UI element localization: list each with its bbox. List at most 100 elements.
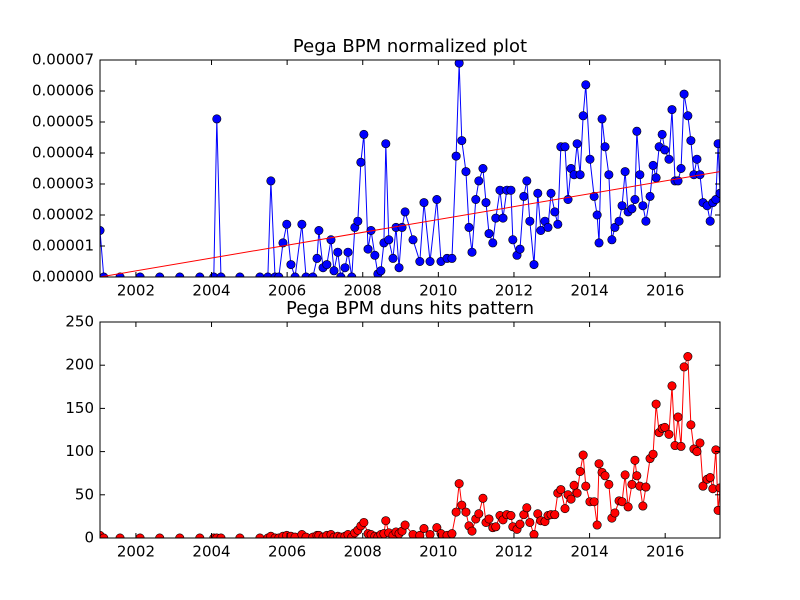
point — [522, 176, 532, 186]
point — [529, 260, 539, 270]
point — [550, 510, 560, 520]
point — [614, 216, 624, 226]
point — [620, 167, 630, 177]
x-tick-label: 2014 — [570, 543, 608, 561]
axes-border — [99, 321, 721, 539]
point — [641, 482, 651, 492]
point — [474, 509, 484, 519]
point — [340, 263, 350, 273]
point — [610, 508, 620, 518]
x-tick-label: 2014 — [570, 282, 608, 300]
point — [713, 139, 720, 149]
point — [388, 253, 398, 263]
point — [425, 530, 435, 538]
point — [415, 530, 425, 538]
point — [282, 219, 292, 229]
point — [400, 207, 410, 217]
point — [451, 507, 461, 517]
point — [635, 170, 645, 180]
point — [312, 253, 322, 263]
point — [343, 247, 353, 257]
point — [461, 507, 471, 517]
point — [356, 157, 366, 167]
x-tick-label: 2016 — [646, 543, 684, 561]
point — [667, 381, 677, 391]
trend-line — [100, 171, 720, 277]
x-tick-label: 2016 — [646, 282, 684, 300]
point — [645, 191, 655, 201]
point — [632, 471, 642, 481]
y-tick-label: 0.00001 — [32, 237, 94, 255]
point — [471, 195, 481, 205]
point — [569, 480, 579, 490]
point — [638, 501, 648, 511]
point — [457, 500, 467, 510]
point — [676, 164, 686, 174]
y-tick-label: 0.00003 — [32, 175, 94, 193]
point — [467, 247, 477, 257]
point — [381, 139, 391, 149]
point — [286, 260, 296, 270]
point — [648, 160, 658, 170]
point — [397, 222, 407, 232]
point — [488, 238, 498, 248]
chart-title: Pega BPM duns hits pattern — [286, 298, 534, 319]
point — [705, 216, 715, 226]
y-tick-label: 200 — [65, 356, 94, 374]
point — [594, 238, 604, 248]
y-tick-label: 0 — [84, 529, 94, 547]
y-tick-label: 0.00005 — [32, 113, 94, 131]
point — [572, 139, 582, 149]
point — [525, 517, 535, 527]
point — [683, 352, 693, 362]
point — [467, 526, 477, 536]
point — [425, 256, 435, 266]
point — [508, 235, 518, 245]
point — [519, 191, 529, 201]
point — [454, 479, 464, 489]
y-tick-label: 0.00007 — [32, 51, 94, 69]
point — [550, 207, 560, 217]
point — [560, 504, 570, 514]
point — [314, 226, 324, 236]
point — [657, 129, 667, 139]
point — [623, 502, 633, 512]
point — [604, 170, 614, 180]
point — [212, 114, 222, 124]
point — [381, 516, 391, 526]
point — [711, 445, 720, 455]
point — [600, 471, 610, 481]
point — [630, 195, 640, 205]
point — [464, 222, 474, 232]
point — [560, 142, 570, 152]
point — [400, 520, 410, 530]
point — [506, 185, 516, 195]
point — [604, 479, 614, 489]
point — [457, 136, 467, 146]
point — [454, 60, 464, 68]
x-tick-label: 2002 — [117, 282, 155, 300]
point — [376, 266, 386, 276]
point — [597, 114, 607, 124]
point — [515, 244, 525, 254]
point — [506, 511, 516, 521]
point — [641, 216, 651, 226]
point — [408, 235, 418, 245]
point — [630, 455, 640, 465]
point — [638, 201, 648, 211]
y-tick-label: 0.00004 — [32, 144, 94, 162]
point — [679, 362, 689, 372]
point — [478, 493, 488, 503]
point — [695, 438, 705, 448]
point — [620, 470, 630, 480]
x-tick-label: 2012 — [495, 543, 533, 561]
point — [679, 89, 689, 99]
point — [491, 522, 501, 532]
plot-area — [100, 60, 720, 277]
point — [698, 481, 708, 491]
point — [447, 529, 457, 538]
y-tick-label: 50 — [75, 485, 94, 503]
point — [572, 488, 582, 498]
point — [266, 176, 276, 186]
y-tick-label: 150 — [65, 399, 94, 417]
